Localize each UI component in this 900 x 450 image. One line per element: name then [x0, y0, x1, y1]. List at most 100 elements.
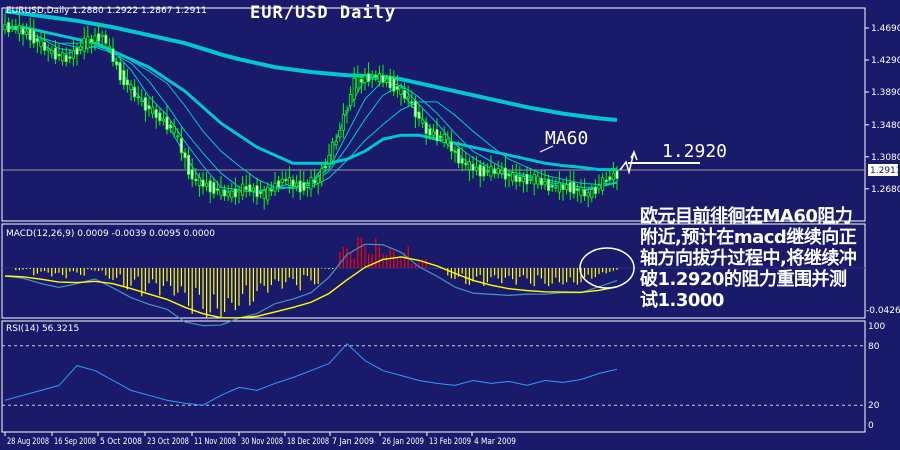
candle-body: [572, 181, 576, 194]
candle-body: [190, 169, 194, 180]
date-tick-label: 26 Jan 2009: [382, 437, 424, 447]
candle-body: [366, 73, 371, 82]
candle-body: [24, 30, 29, 35]
candle-body: [212, 181, 216, 194]
candle-body: [496, 168, 500, 175]
candle-body: [147, 105, 151, 110]
candle-body: [590, 189, 594, 199]
candle-body: [53, 47, 58, 60]
candle-body: [273, 182, 277, 192]
candle-body: [356, 76, 360, 89]
ma60-pointer: [539, 145, 554, 153]
rsi-tick-label: 0: [868, 421, 874, 431]
candle-body: [46, 48, 50, 51]
candle-body: [338, 129, 342, 138]
rsi-tick-label: 100: [868, 322, 885, 332]
candle-body: [68, 56, 72, 59]
candle-body: [424, 122, 428, 135]
candle-body: [219, 186, 223, 196]
candle-body: [43, 42, 47, 51]
candle-body: [230, 190, 234, 198]
candle-body: [601, 177, 605, 191]
commentary-text: 欧元目前徘徊在MA60阻力附近,预计在macd继续向正轴方向拔升过程中,将继续冲…: [640, 206, 857, 311]
candle-body: [129, 84, 133, 91]
candle-body: [158, 112, 162, 122]
candle-body: [370, 74, 374, 78]
candle-body: [492, 168, 497, 175]
candle-body: [554, 186, 558, 189]
candle-body: [532, 173, 536, 185]
candle-body: [611, 172, 616, 181]
main-panel: [1, 7, 866, 222]
candle-body: [464, 162, 468, 166]
candle-body: [561, 184, 565, 191]
candle-body: [467, 161, 472, 171]
candle-body: [410, 101, 414, 104]
candle-body: [341, 114, 346, 131]
candle-body: [136, 96, 140, 99]
candle-body: [222, 189, 227, 197]
candle-body: [417, 111, 421, 119]
candle-body: [381, 75, 385, 83]
macd-tick-label: -0.0426: [866, 306, 900, 316]
candle-body: [276, 180, 281, 188]
candle-body: [97, 33, 101, 42]
candle-body: [35, 38, 40, 43]
candle-body: [287, 177, 292, 187]
rsi-panel: [1, 320, 866, 433]
candle-body: [615, 170, 619, 180]
candle-body: [197, 177, 201, 187]
date-tick-label: 16 Sep 2008: [54, 437, 96, 447]
candle-body: [471, 163, 475, 171]
candle-body: [7, 21, 11, 33]
candle-body: [510, 172, 515, 182]
candle-body: [384, 78, 389, 83]
date-tick-label: 18 Dec 2008: [287, 437, 329, 447]
chart-title: EUR/USD Daily: [250, 3, 397, 23]
candle-body: [251, 187, 255, 192]
candle-body: [330, 141, 335, 161]
candle-body: [608, 176, 612, 181]
macd-main-line: [4, 243, 618, 327]
candle-body: [226, 192, 230, 197]
candle-body: [71, 50, 75, 59]
candle-body: [244, 185, 248, 190]
candle-body: [406, 96, 410, 99]
candle-body: [3, 24, 7, 30]
candle-body: [201, 179, 205, 187]
candle-body: [10, 26, 14, 29]
candle-body: [334, 141, 338, 146]
candle-body: [248, 184, 252, 192]
candle-body: [284, 178, 288, 182]
candle-body: [305, 183, 310, 187]
candle-body: [89, 38, 93, 43]
candle-body: [529, 178, 533, 181]
price-tick-label: 1.4690: [871, 24, 900, 34]
candle-body: [449, 141, 454, 152]
candle-body: [107, 46, 111, 49]
candle-body: [237, 189, 241, 193]
candle-body: [557, 181, 562, 193]
long-ma-line: [4, 9, 618, 122]
candle-body: [539, 177, 544, 186]
candle-body: [176, 135, 180, 138]
candle-body: [86, 36, 90, 49]
candle-body: [352, 78, 356, 100]
date-tick-label: 28 Aug 2008: [7, 437, 49, 447]
candle-body: [442, 133, 446, 143]
price-tick-label: 1.3480: [871, 121, 900, 131]
candle-body: [111, 48, 115, 62]
candle-body: [345, 110, 349, 113]
ma60-line: [5, 25, 617, 172]
date-tick-label: 23 Oct 2008: [147, 437, 189, 447]
candle-body: [61, 52, 65, 62]
candle-body: [64, 54, 68, 63]
candle-body: [489, 165, 493, 177]
candle-body: [503, 167, 508, 180]
candle-body: [485, 170, 490, 173]
candle-body: [122, 70, 126, 86]
date-tick-label: 11 Nov 2008: [194, 437, 236, 447]
candle-body: [456, 148, 461, 164]
